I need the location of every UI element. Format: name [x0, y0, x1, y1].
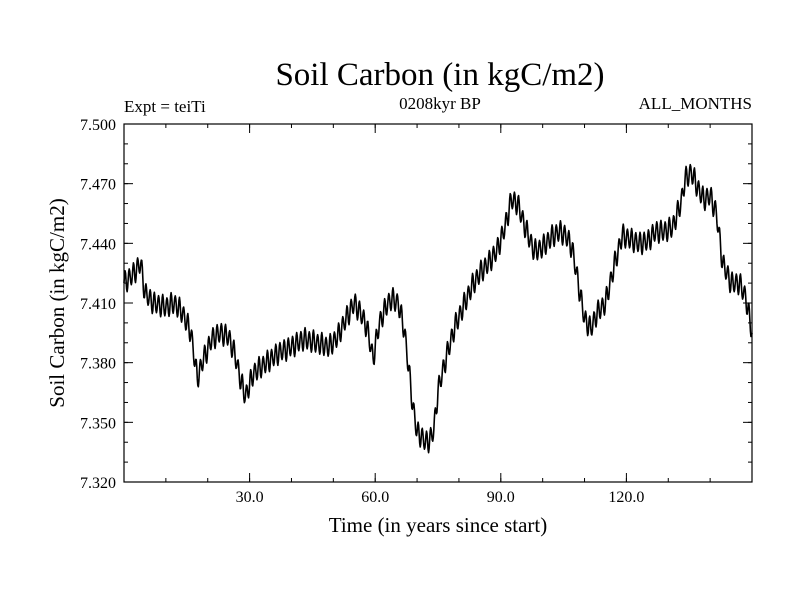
y-tick-label: 7.350: [80, 415, 116, 432]
x-tick-label: 60.0: [361, 489, 389, 506]
chart-title: Soil Carbon (in kgC/m2): [275, 57, 604, 93]
x-tick-label: 120.0: [608, 489, 644, 506]
y-tick-label: 7.470: [80, 177, 116, 194]
x-tick-label: 30.0: [236, 489, 264, 506]
chart-subtitle: 0208kyr BP: [399, 94, 481, 113]
plot-frame: [123, 123, 753, 483]
y-tick-label: 7.440: [80, 236, 116, 253]
experiment-label: Expt = teiTi: [124, 97, 206, 116]
y-tick-label: 7.500: [80, 117, 116, 134]
y-axis-label: Soil Carbon (in kgC/m2): [45, 198, 69, 407]
x-axis-label: Time (in years since start): [329, 513, 548, 537]
y-tick-label: 7.410: [80, 296, 116, 313]
x-tick-label: 90.0: [487, 489, 515, 506]
soil-carbon-series-line: [123, 163, 753, 454]
y-tick-label: 7.320: [80, 475, 116, 492]
x-tick-labels: 30.0 60.0 90.0 120.0: [236, 489, 645, 506]
y-tick-label: 7.380: [80, 356, 116, 373]
months-label: ALL_MONTHS: [639, 94, 752, 113]
y-tick-labels: 7.320 7.350 7.380 7.410 7.440 7.470 7.500: [80, 117, 116, 492]
tick-marks: [124, 123, 752, 483]
